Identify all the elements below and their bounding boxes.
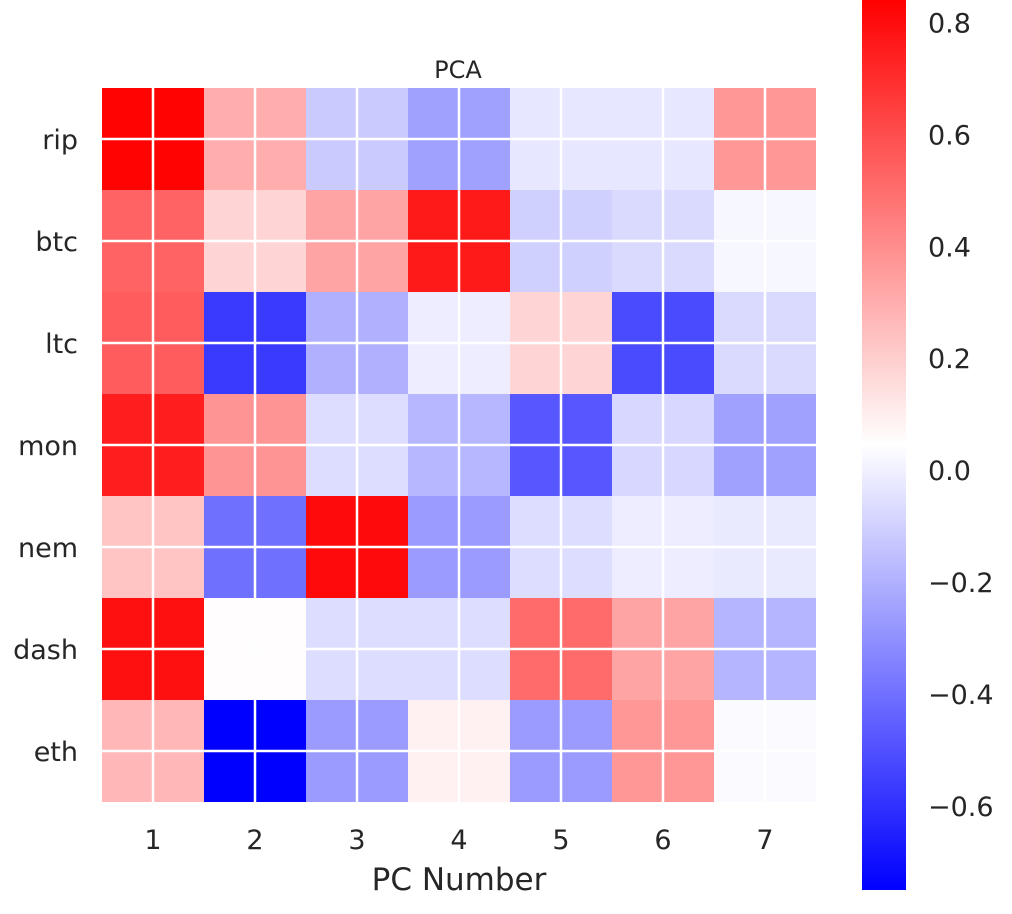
chart-title: PCA <box>434 56 482 84</box>
x-axis-label: PC Number <box>372 862 547 898</box>
y-tick-label-mon: mon <box>18 431 78 462</box>
x-tick-label-7: 7 <box>756 825 773 856</box>
colorbar-tick-labels: 0.8 0.6 0.4 0.2 0.0 −0.2 −0.4 −0.6 <box>928 8 994 823</box>
x-tick-label-1: 1 <box>144 825 161 856</box>
colorbar-tick-label: 0.0 <box>928 456 971 487</box>
y-tick-label-nem: nem <box>18 533 78 564</box>
x-tick-label-6: 6 <box>654 825 671 856</box>
x-tick-labels: 1 2 3 4 5 6 7 <box>144 825 773 856</box>
colorbar-tick-label: −0.4 <box>928 680 994 711</box>
x-tick-label-4: 4 <box>450 825 467 856</box>
y-tick-label-ltc: ltc <box>45 329 78 360</box>
colorbar-tick-label: −0.2 <box>928 568 994 599</box>
colorbar-tick-label: 0.8 <box>928 8 971 39</box>
colorbar-tick-label: −0.6 <box>928 792 994 823</box>
y-tick-label-eth: eth <box>34 737 78 768</box>
heatmap-gridlines <box>102 88 816 802</box>
colorbar-tick-label: 0.4 <box>928 232 971 263</box>
colorbar-tick-label: 0.6 <box>928 120 971 151</box>
y-tick-label-btc: btc <box>35 227 78 258</box>
colorbar <box>862 0 906 890</box>
y-tick-label-rip: rip <box>42 125 78 156</box>
x-tick-label-5: 5 <box>552 825 569 856</box>
y-tick-labels: rip btc ltc mon nem dash eth <box>13 125 78 768</box>
x-tick-label-2: 2 <box>246 825 263 856</box>
colorbar-tick-label: 0.2 <box>928 344 971 375</box>
x-tick-label-3: 3 <box>348 825 365 856</box>
y-tick-label-dash: dash <box>13 635 78 666</box>
